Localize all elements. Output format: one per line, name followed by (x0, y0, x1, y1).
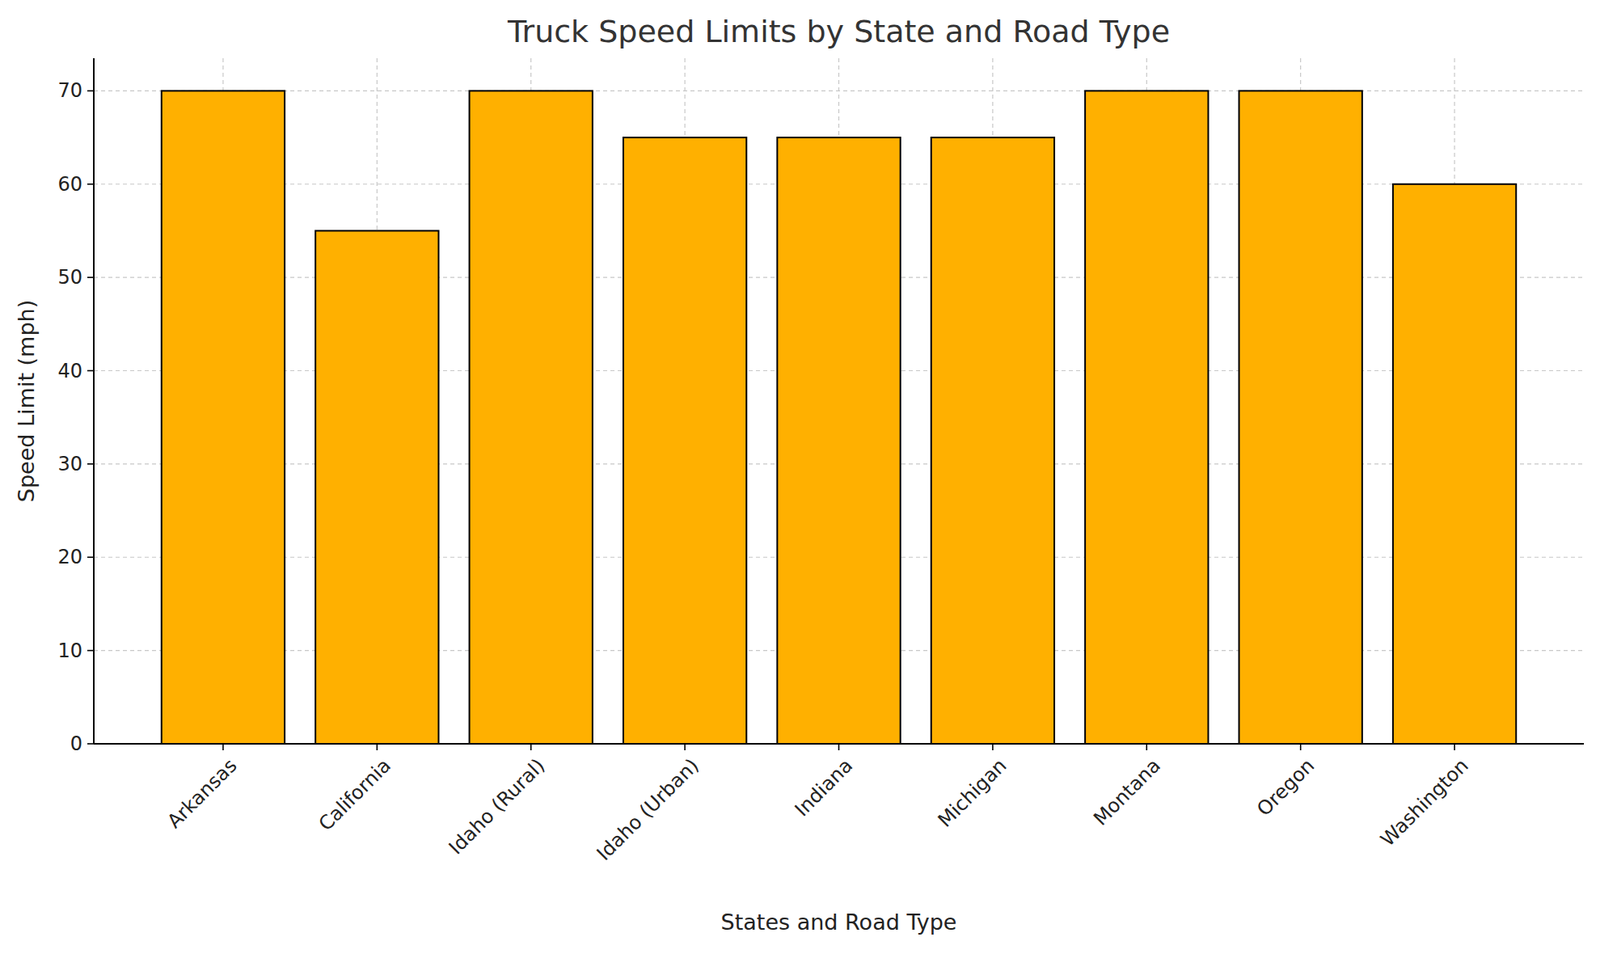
x-tick-label: Washington (1376, 754, 1474, 852)
y-tick (87, 650, 94, 652)
bar (931, 137, 1055, 744)
y-tick-label: 10 (57, 639, 83, 663)
y-tick (87, 276, 94, 279)
y-tick (87, 183, 94, 186)
y-tick-label: 50 (57, 265, 83, 289)
bar (1239, 90, 1363, 744)
title: Truck Speed Limits by State and Road Typ… (506, 13, 1170, 50)
bar (315, 230, 439, 744)
x-tick-label: Indiana (790, 754, 858, 822)
chart: 0 10 20 30 40 50 60 70 Arkansas California Idaho (… (0, 0, 1600, 954)
y-axis (92, 58, 95, 744)
bar (1393, 184, 1516, 744)
x-tick (376, 743, 379, 751)
y-tick-label: 30 (57, 452, 83, 476)
x-tick (222, 743, 224, 751)
y-tick (87, 370, 94, 372)
x-tick (530, 743, 532, 751)
x-tick-label: Montana (1089, 754, 1166, 831)
x-tick (1453, 743, 1456, 751)
y-tick-label: 0 (70, 732, 83, 756)
bar (161, 90, 285, 744)
y-tick-label: 20 (57, 545, 83, 569)
x-tick (1145, 743, 1148, 751)
x-axis-label: States and Road Type (721, 909, 958, 935)
bar (1084, 90, 1208, 744)
x-tick (992, 743, 994, 751)
y-tick (87, 90, 94, 93)
x-tick-label: Oregon (1252, 754, 1319, 821)
bar (776, 137, 900, 744)
grid (93, 58, 1584, 744)
y-tick-label: 60 (57, 173, 83, 196)
x-tick-label: Idaho (Rural) (444, 754, 550, 860)
y-tick (87, 556, 94, 558)
bar (469, 90, 593, 744)
x-tick-label: Michigan (933, 754, 1012, 832)
bar (623, 137, 747, 744)
x-tick-label: California (314, 754, 396, 836)
x-tick (1300, 743, 1302, 751)
x-tick-label: Idaho (Urban) (592, 754, 704, 866)
y-axis-label: Speed Limit (mph) (13, 299, 39, 503)
y-tick (87, 743, 94, 745)
y-tick-label: 40 (57, 359, 83, 383)
x-tick (683, 743, 686, 751)
y-tick-label: 70 (57, 79, 83, 102)
bars (161, 90, 1516, 744)
x-tick-label: Arkansas (162, 754, 241, 833)
y-tick (87, 463, 94, 465)
x-tick (838, 743, 841, 751)
